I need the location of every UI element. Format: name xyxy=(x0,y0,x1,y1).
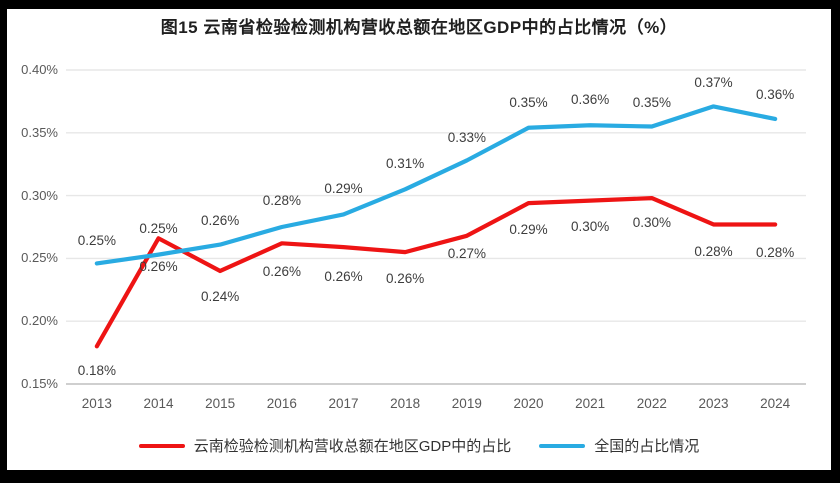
data-label-series-1: 0.29% xyxy=(324,181,363,197)
data-label-series-0: 0.26% xyxy=(386,271,425,287)
legend-line-yunnan-icon xyxy=(138,443,185,448)
y-tick-label: 0.20% xyxy=(21,313,58,329)
data-label-series-1: 0.31% xyxy=(386,156,425,172)
legend-line-national-icon xyxy=(539,443,586,448)
data-label-series-1: 0.28% xyxy=(262,193,301,208)
data-label-series-0: 0.30% xyxy=(632,215,671,231)
series-line-1 xyxy=(94,104,778,266)
data-label-series-1: 0.35% xyxy=(509,94,548,110)
y-tick-label: 0.30% xyxy=(21,187,58,203)
data-label-series-0: 0.24% xyxy=(201,288,240,304)
x-tick-label: 2023 xyxy=(698,396,729,411)
data-label-series-1: 0.33% xyxy=(447,130,486,146)
data-label-series-1: 0.35% xyxy=(632,94,671,110)
legend-label-national: 全国的占比情况 xyxy=(594,438,700,455)
data-label-series-0: 0.28% xyxy=(756,245,795,261)
data-label-series-1: 0.36% xyxy=(571,92,610,108)
x-tick-label: 2014 xyxy=(143,396,174,411)
x-tick-label: 2021 xyxy=(575,396,606,411)
y-tick-label: 0.25% xyxy=(21,250,58,266)
legend: 云南检验检测机构营收总额在地区GDP中的占比 全国的占比情况 xyxy=(7,435,831,456)
x-tick-label: 2017 xyxy=(328,396,359,411)
x-tick-label: 2020 xyxy=(513,396,544,411)
data-label-series-0: 0.27% xyxy=(447,245,486,261)
data-label-series-0: 0.29% xyxy=(509,222,548,238)
chart-background xyxy=(7,9,831,470)
x-tick-label: 2019 xyxy=(451,396,482,411)
data-label-series-0: 0.25% xyxy=(139,221,178,237)
data-label-series-0: 0.30% xyxy=(571,218,610,234)
y-tick-label: 0.15% xyxy=(21,376,58,391)
data-label-series-1: 0.26% xyxy=(139,258,178,274)
data-label-series-0: 0.18% xyxy=(77,363,116,379)
data-label-series-0: 0.26% xyxy=(324,269,363,285)
data-label-series-1: 0.37% xyxy=(694,75,733,91)
x-tick-label: 2016 xyxy=(266,396,297,411)
data-label-series-1: 0.25% xyxy=(77,233,116,249)
y-tick-label: 0.40% xyxy=(21,62,58,77)
x-tick-label: 2015 xyxy=(205,396,236,411)
x-tick-label: 2018 xyxy=(390,396,421,411)
x-tick-label: 2013 xyxy=(81,396,112,411)
chart-title: 图15 云南省检验检测机构营收总额在地区GDP中的占比情况（%） xyxy=(160,18,678,37)
data-label-series-0: 0.28% xyxy=(694,244,733,260)
data-label-series-1: 0.26% xyxy=(201,212,240,228)
data-label-series-1: 0.36% xyxy=(756,86,795,102)
series-line-0 xyxy=(94,196,778,349)
x-tick-label: 2022 xyxy=(636,396,667,411)
legend-label-yunnan: 云南检验检测机构营收总额在地区GDP中的占比 xyxy=(193,438,512,455)
data-label-series-0: 0.26% xyxy=(262,264,301,280)
y-tick-label: 0.35% xyxy=(21,124,58,140)
x-tick-label: 2024 xyxy=(760,396,791,411)
